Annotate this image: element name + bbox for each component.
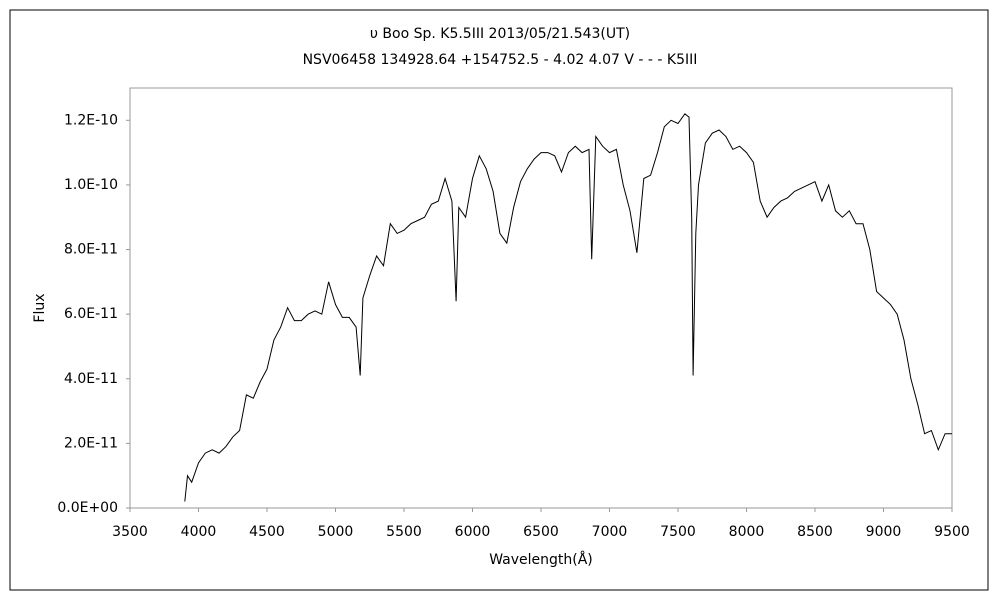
y-axis-label: Flux [32,293,48,322]
x-tick-label: 7000 [592,524,628,540]
x-tick-label: 4500 [249,524,285,540]
x-tick-label: 8500 [797,524,833,540]
x-tick-label: 6500 [523,524,559,540]
x-tick-label: 3500 [112,524,148,540]
x-tick-label: 9500 [934,524,970,540]
y-tick-label: 8.0E-11 [64,242,118,258]
x-axis-label: Wavelength(Å) [489,551,593,568]
x-tick-label: 4000 [181,524,217,540]
y-tick-label: 1.0E-10 [64,177,118,193]
y-tick-label: 1.2E-10 [64,112,118,128]
x-tick-label: 5000 [318,524,354,540]
x-tick-label: 9000 [866,524,902,540]
spectrum-line [184,113,952,502]
y-tick-label: 2.0E-11 [64,435,118,451]
chart-title: υ Boo Sp. K5.5III 2013/05/21.543(UT) [370,26,630,42]
x-tick-label: 5500 [386,524,422,540]
y-tick-label: 4.0E-11 [64,371,118,387]
x-tick-label: 7500 [660,524,696,540]
x-tick-label: 6000 [455,524,491,540]
y-tick-label: 0.0E+00 [57,500,118,516]
chart-subtitle: NSV06458 134928.64 +154752.5 - 4.02 4.07… [303,52,698,68]
x-tick-label: 8000 [729,524,765,540]
frame [9,9,989,591]
y-tick-label: 6.0E-11 [64,306,118,322]
